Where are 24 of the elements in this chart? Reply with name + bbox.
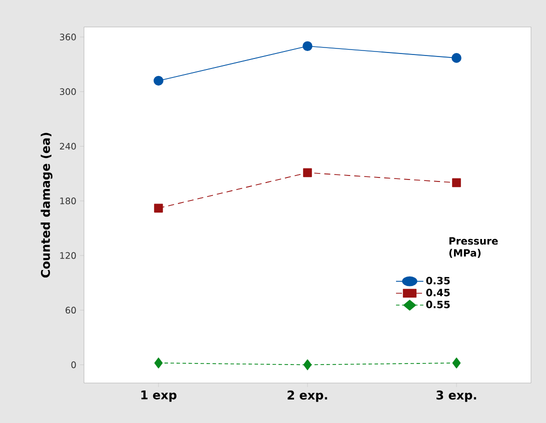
point xyxy=(303,168,312,178)
x-tick-label: 3 exp. xyxy=(436,390,476,402)
point xyxy=(452,358,461,368)
point xyxy=(154,204,163,213)
y-tick-label: 120 xyxy=(60,252,76,259)
y-tick-label: 0 xyxy=(71,361,76,368)
y-tick-label: 300 xyxy=(60,88,76,96)
x-tick-label: 2 exp. xyxy=(288,390,328,402)
y-tick-label: 180 xyxy=(60,197,76,204)
legend-title: Pressure (MPa) xyxy=(449,237,498,258)
y-tick-label: 360 xyxy=(60,34,76,40)
point xyxy=(154,358,163,368)
point xyxy=(302,41,312,52)
point xyxy=(154,76,164,86)
point xyxy=(303,359,312,370)
legend-label: 0.55 xyxy=(426,300,450,308)
y-tick-label: 60 xyxy=(66,306,76,314)
x-tick-label: 1 exp xyxy=(141,390,176,402)
point xyxy=(452,178,461,188)
legend-label: 0.35 xyxy=(426,276,450,284)
y-tick-label: 240 xyxy=(60,142,76,150)
y-axis-title: Counted damage (ea) xyxy=(40,132,52,278)
point xyxy=(452,53,462,63)
legend-label: 0.45 xyxy=(426,288,450,296)
